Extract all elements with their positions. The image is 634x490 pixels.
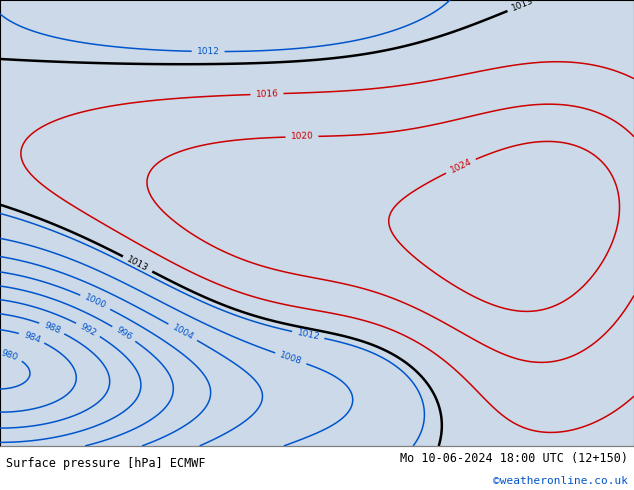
Text: 1004: 1004 <box>171 322 195 342</box>
Text: ©weatheronline.co.uk: ©weatheronline.co.uk <box>493 476 628 486</box>
Text: 980: 980 <box>0 348 19 362</box>
Text: 984: 984 <box>22 330 41 345</box>
Text: 1024: 1024 <box>449 157 473 175</box>
Text: Mo 10-06-2024 18:00 UTC (12+150): Mo 10-06-2024 18:00 UTC (12+150) <box>399 452 628 465</box>
Text: 992: 992 <box>79 321 98 338</box>
Text: 1000: 1000 <box>83 293 108 311</box>
Text: 1016: 1016 <box>256 89 278 99</box>
Text: 996: 996 <box>114 325 134 342</box>
Text: 1020: 1020 <box>290 132 313 142</box>
Text: 1013: 1013 <box>126 255 150 273</box>
Text: 1012: 1012 <box>296 328 320 342</box>
Text: 1012: 1012 <box>197 47 219 56</box>
Text: Surface pressure [hPa] ECMWF: Surface pressure [hPa] ECMWF <box>6 457 206 469</box>
Text: 988: 988 <box>42 320 61 336</box>
Text: 1008: 1008 <box>278 350 303 367</box>
Text: 1013: 1013 <box>510 0 535 13</box>
